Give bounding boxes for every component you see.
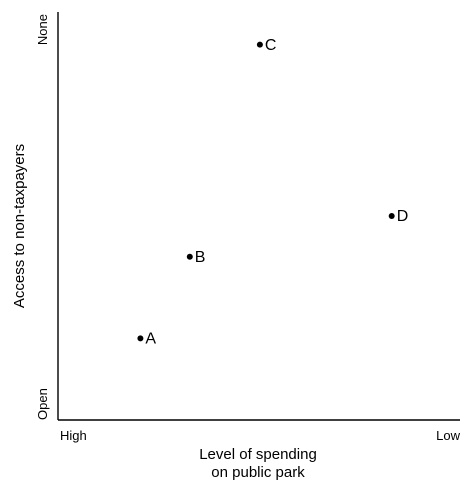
point-c bbox=[256, 41, 263, 48]
point-label-d: D bbox=[397, 208, 409, 225]
x-tick-label-max: Low bbox=[436, 428, 460, 443]
point-a bbox=[137, 335, 144, 342]
y-axis-title: Access to non-taxpayers bbox=[11, 144, 28, 308]
x-axis-title-line-1: Level of spending bbox=[199, 446, 317, 463]
point-label-b: B bbox=[195, 249, 206, 266]
x-tick-label-min: High bbox=[60, 428, 87, 443]
point-b bbox=[186, 253, 193, 260]
data-points: ABCDE bbox=[137, 37, 409, 348]
x-axis-title-line-2: on public park bbox=[211, 464, 305, 481]
y-tick-label-min: Open bbox=[35, 388, 50, 420]
point-label-c: C bbox=[265, 37, 277, 54]
point-label-a: A bbox=[145, 331, 156, 348]
y-tick-label-max: None bbox=[35, 14, 50, 45]
point-d bbox=[388, 213, 395, 219]
